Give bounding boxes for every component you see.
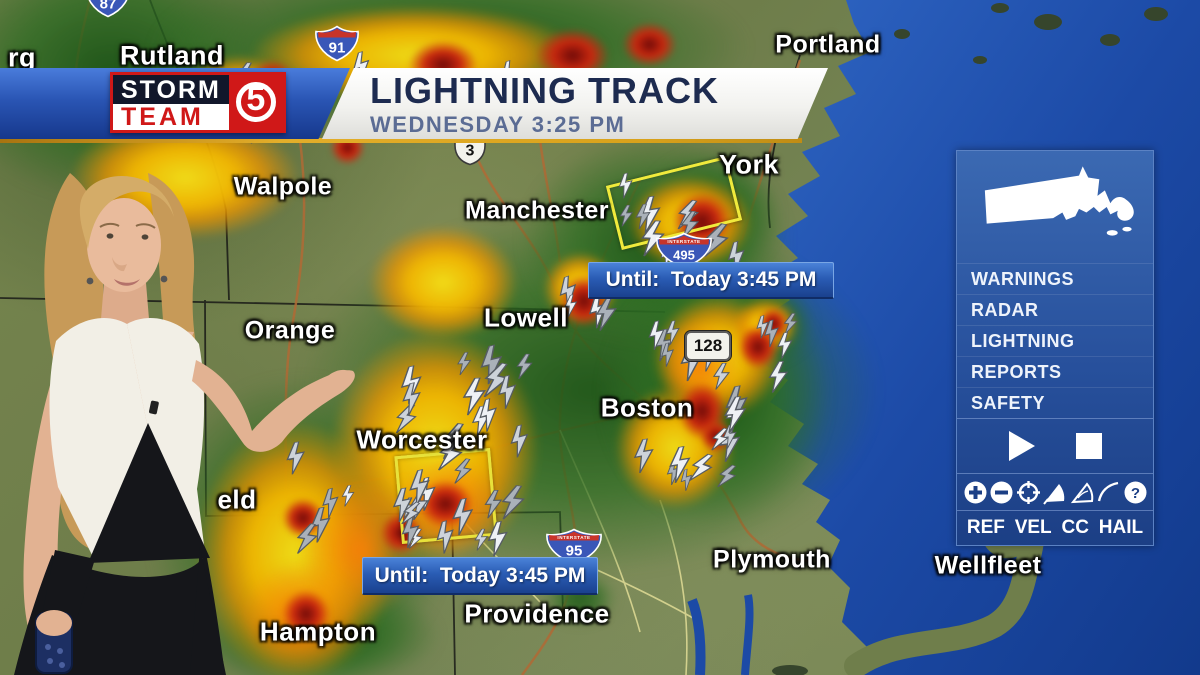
zoom-out-icon[interactable] — [989, 480, 1014, 505]
sidebar-item-reports[interactable]: REPORTS — [957, 356, 1153, 387]
help-icon[interactable]: ? — [1123, 480, 1148, 505]
map-city-label-boston: Boston — [600, 392, 694, 423]
svg-text:495: 495 — [673, 248, 695, 263]
sidebar-menu: WARNINGS RADAR LIGHTNING REPORTS SAFETY — [957, 263, 1153, 418]
map-city-label-portland: Portland — [775, 30, 881, 59]
title-block: LIGHTNING TRACK WEDNESDAY 3:25 PM — [370, 73, 719, 136]
sidebar-item-radar[interactable]: RADAR — [957, 294, 1153, 325]
stop-icon[interactable] — [1075, 432, 1103, 460]
page-title: LIGHTNING TRACK — [370, 70, 719, 111]
storm-timing-callout-north: Until: Today 3:45 PM — [588, 262, 834, 299]
storm-track-box-south — [394, 447, 498, 545]
map-tools: ? — [957, 473, 1153, 510]
bays — [687, 594, 754, 675]
logo-banner: STORM TEAM 5 — [0, 68, 350, 139]
logo-line1: STORM — [113, 75, 229, 104]
radar-product-modes: REF VEL CC HAIL — [957, 510, 1153, 544]
radar-control-panel: WARNINGS RADAR LIGHTNING REPORTS SAFETY ? RE… — [956, 150, 1154, 546]
mode-cc[interactable]: CC — [1061, 516, 1089, 538]
play-icon[interactable] — [1007, 430, 1037, 462]
svg-text:?: ? — [1130, 485, 1139, 502]
mode-hail[interactable]: HAIL — [1098, 516, 1144, 538]
route-shield-87: 87 — [86, 0, 130, 23]
islands — [772, 3, 1168, 675]
timestamp: WEDNESDAY 3:25 PM — [370, 112, 626, 137]
storm-timing-callout-south: Until: Today 3:45 PM — [362, 557, 598, 595]
map-city-label-orange: Orange — [244, 316, 336, 345]
svg-text:87: 87 — [100, 0, 117, 13]
logo-line2: TEAM — [113, 104, 229, 130]
map-city-label-rutland: Rutland — [120, 40, 224, 71]
route-shield-91: 91 — [315, 25, 359, 67]
sector-scan-filled-icon[interactable] — [1042, 480, 1068, 505]
sidebar-item-lightning[interactable]: LIGHTNING — [957, 325, 1153, 356]
svg-text:3: 3 — [466, 143, 475, 160]
map-city-label-york: York — [718, 149, 780, 180]
animation-controls — [957, 418, 1153, 473]
map-city-label-wellfleet: Wellfleet — [934, 551, 1042, 580]
map-city-label-walpole: Walpole — [233, 172, 333, 201]
zoom-in-icon[interactable] — [963, 480, 988, 505]
map-city-label-manchester: Manchester — [465, 196, 609, 225]
map-city-label-eld: eld — [217, 484, 257, 515]
massachusetts-map-icon[interactable] — [957, 151, 1153, 263]
mode-vel[interactable]: VEL — [1014, 516, 1052, 538]
range-arc-icon[interactable] — [1097, 480, 1121, 505]
sidebar-item-safety[interactable]: SAFETY — [957, 387, 1153, 418]
map-city-label-lowell: Lowell — [484, 302, 568, 333]
sidebar-item-warnings[interactable]: WARNINGS — [957, 263, 1153, 294]
recenter-icon[interactable] — [1016, 480, 1041, 505]
sector-scan-outline-icon[interactable] — [1070, 480, 1096, 505]
mode-ref[interactable]: REF — [966, 516, 1005, 538]
map-city-label-worcester: Worcester — [356, 424, 488, 455]
storm-team5-logo: STORM TEAM 5 — [110, 72, 286, 133]
map-city-label-hampton: Hampton — [259, 616, 377, 647]
channel5-icon: 5 — [228, 75, 283, 130]
route-shield-128: 128 — [684, 330, 732, 362]
map-city-label-providence: Providence — [464, 598, 610, 629]
banner-gold-underline — [0, 138, 802, 143]
svg-text:INTERSTATE: INTERSTATE — [557, 535, 590, 540]
svg-text:91: 91 — [329, 40, 346, 57]
svg-text:INTERSTATE: INTERSTATE — [667, 239, 700, 244]
map-city-label-plymouth: Plymouth — [713, 545, 831, 574]
